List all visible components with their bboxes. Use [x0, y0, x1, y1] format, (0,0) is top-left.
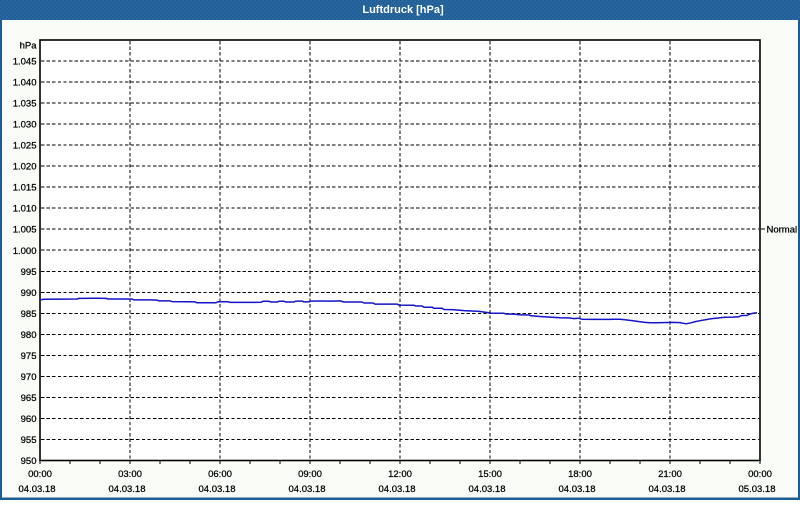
svg-text:975: 975	[21, 351, 37, 362]
svg-text:04.03.18: 04.03.18	[109, 484, 146, 495]
svg-text:21:00: 21:00	[658, 469, 682, 480]
svg-text:980: 980	[21, 330, 37, 341]
svg-text:06:00: 06:00	[208, 469, 232, 480]
svg-text:15:00: 15:00	[478, 469, 502, 480]
svg-text:04.03.18: 04.03.18	[469, 484, 506, 495]
svg-text:04.03.18: 04.03.18	[19, 484, 56, 495]
svg-text:03:00: 03:00	[118, 469, 142, 480]
svg-text:1.010: 1.010	[13, 204, 37, 215]
svg-text:1.030: 1.030	[13, 120, 37, 131]
svg-text:1.020: 1.020	[13, 162, 37, 173]
svg-text:955: 955	[21, 435, 37, 446]
svg-text:05.03.18: 05.03.18	[739, 484, 776, 495]
svg-text:995: 995	[21, 267, 37, 278]
svg-text:04.03.18: 04.03.18	[559, 484, 596, 495]
svg-text:Luftdruck [hPa]: Luftdruck [hPa]	[362, 4, 444, 16]
svg-text:1.040: 1.040	[13, 78, 37, 89]
svg-text:00:00: 00:00	[28, 469, 52, 480]
svg-text:950: 950	[21, 456, 37, 467]
svg-text:Normal: Normal	[767, 225, 798, 236]
svg-text:04.03.18: 04.03.18	[199, 484, 236, 495]
svg-text:1.015: 1.015	[13, 183, 37, 194]
svg-text:970: 970	[21, 372, 37, 383]
svg-text:965: 965	[21, 393, 37, 404]
svg-text:1.035: 1.035	[13, 99, 37, 110]
svg-text:985: 985	[21, 309, 37, 320]
svg-text:960: 960	[21, 414, 37, 425]
svg-text:12:00: 12:00	[388, 469, 412, 480]
svg-text:04.03.18: 04.03.18	[379, 484, 416, 495]
svg-text:1.025: 1.025	[13, 141, 37, 152]
svg-text:00:00: 00:00	[748, 469, 772, 480]
svg-text:1.000: 1.000	[13, 246, 37, 257]
svg-text:1.045: 1.045	[13, 57, 37, 68]
svg-text:18:00: 18:00	[568, 469, 592, 480]
svg-text:04.03.18: 04.03.18	[289, 484, 326, 495]
svg-text:09:00: 09:00	[298, 469, 322, 480]
svg-text:04.03.18: 04.03.18	[649, 484, 686, 495]
svg-text:hPa: hPa	[20, 41, 38, 52]
svg-text:1.005: 1.005	[13, 225, 37, 236]
svg-text:990: 990	[21, 288, 37, 299]
